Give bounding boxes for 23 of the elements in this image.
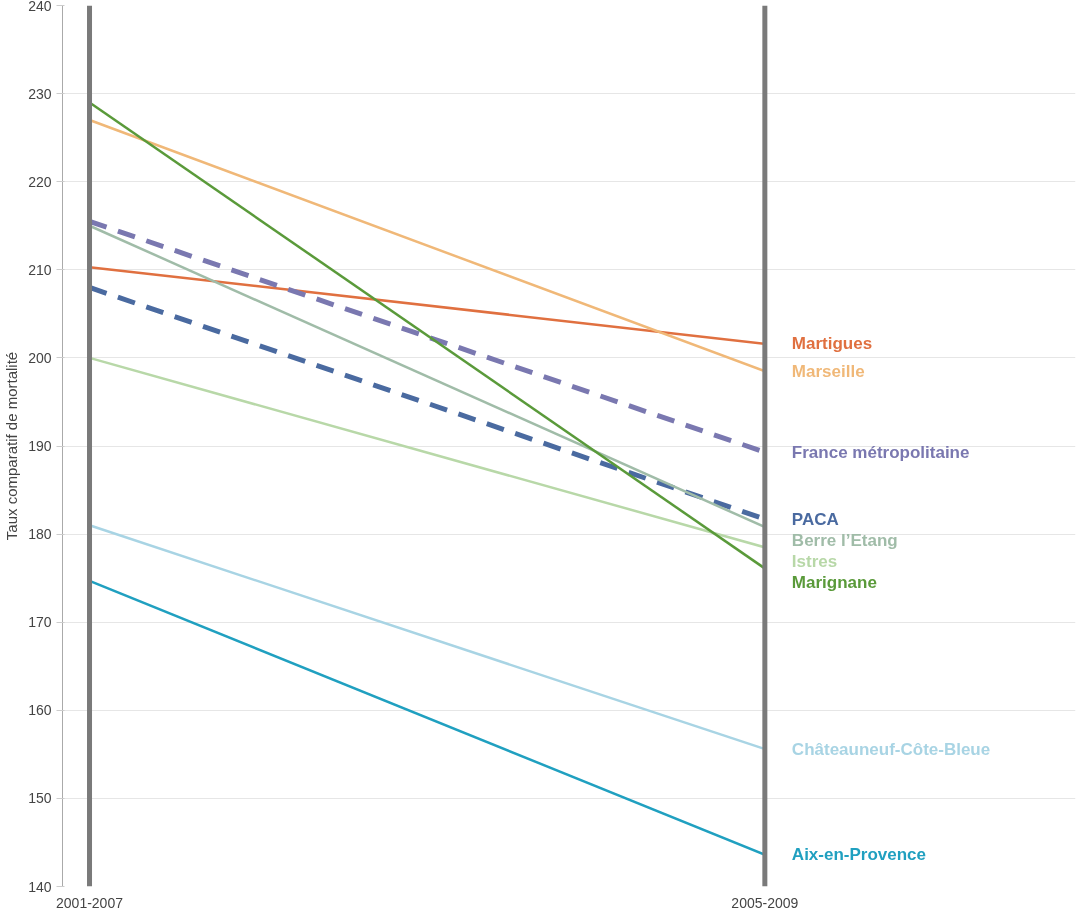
y-tick-label: 210 xyxy=(28,261,52,278)
y-tick-label: 200 xyxy=(28,349,52,366)
y-tick-label: 160 xyxy=(28,702,52,719)
y-tick-label: 150 xyxy=(28,790,52,807)
y-tick-label: 220 xyxy=(28,173,52,190)
series-label: Istres xyxy=(791,551,838,571)
series-label: Marignane xyxy=(791,573,877,593)
series-label: Aix-en-Provence xyxy=(791,845,927,865)
x-tick-label: 2001-2007 xyxy=(56,894,124,911)
y-tick-label: 170 xyxy=(28,614,52,631)
series-label: Marseille xyxy=(791,361,865,381)
y-tick-label: 230 xyxy=(28,85,52,102)
series-label: Martigues xyxy=(791,334,873,354)
series-label: Châteauneuf-Côte-Bleue xyxy=(791,739,991,759)
series-label: Berre l’Etang xyxy=(791,530,898,550)
series-label: France métropolitaine xyxy=(791,442,970,462)
y-tick-label: 240 xyxy=(28,0,52,14)
y-tick-label: 180 xyxy=(28,526,52,543)
y-tick-label: 190 xyxy=(28,438,52,454)
x-tick-label: 2005-2009 xyxy=(731,894,799,911)
y-tick-label: 140 xyxy=(28,878,52,895)
series-label: PACA xyxy=(791,509,839,529)
y-axis-title: Taux comparatif de mortalité xyxy=(3,351,21,541)
